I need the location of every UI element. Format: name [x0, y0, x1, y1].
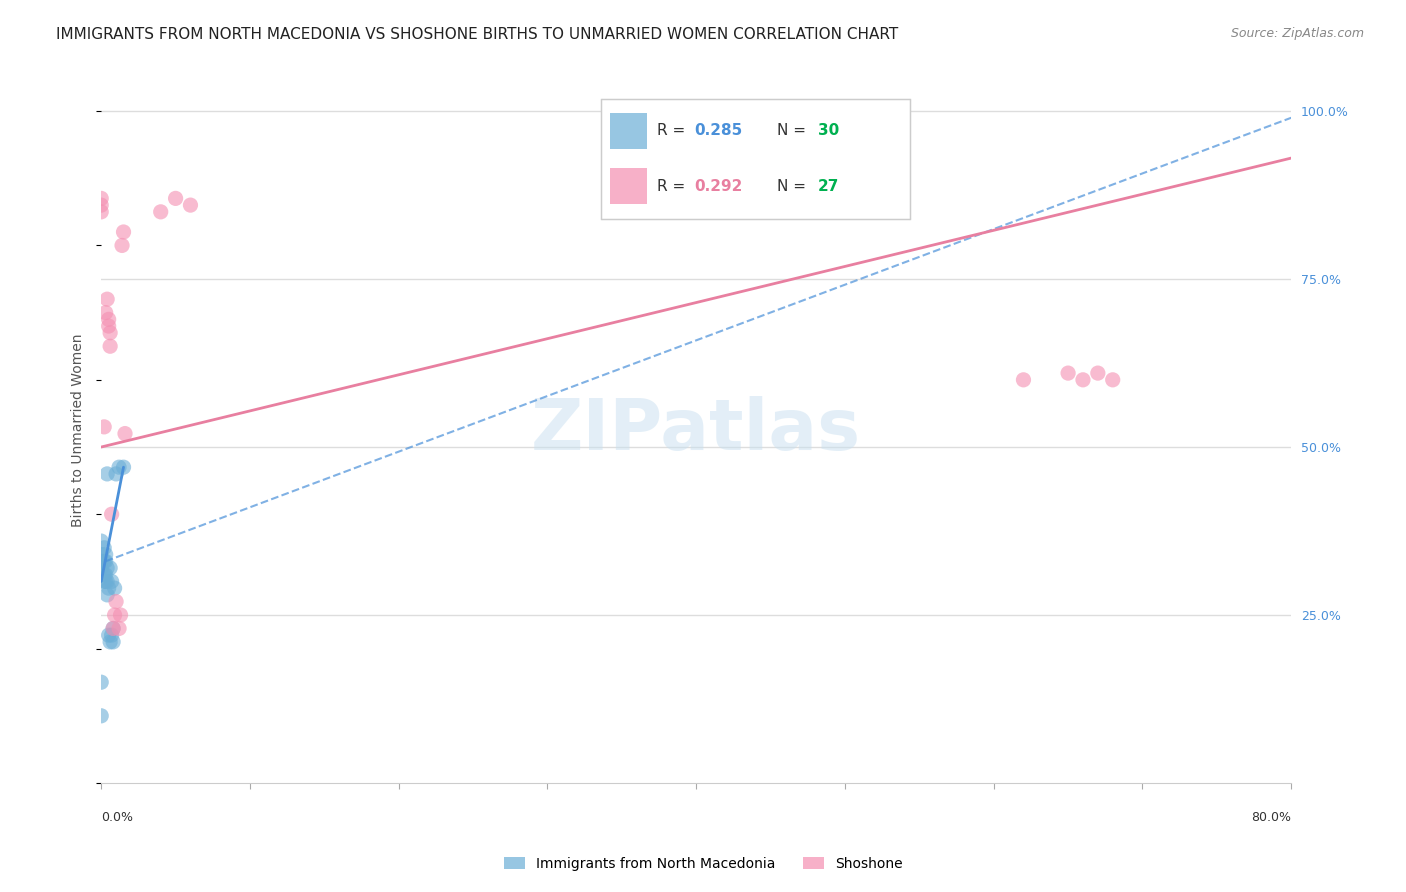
Point [149, 204, 172, 219]
Point [94, 554, 117, 568]
Point [90, 561, 112, 575]
Point [94, 574, 117, 589]
Y-axis label: Births to Unmarried Women: Births to Unmarried Women [72, 334, 86, 527]
Point [90, 534, 112, 549]
Text: Source: ZipAtlas.com: Source: ZipAtlas.com [1230, 27, 1364, 40]
Text: IMMIGRANTS FROM NORTH MACEDONIA VS SHOSHONE BIRTHS TO UNMARRIED WOMEN CORRELATIO: IMMIGRANTS FROM NORTH MACEDONIA VS SHOSH… [56, 27, 898, 42]
Point [98, 561, 121, 575]
Text: ZIPatlas: ZIPatlas [531, 396, 862, 465]
Point [100, 507, 122, 521]
Point [111, 238, 134, 252]
Point [93, 420, 115, 434]
Point [97, 312, 120, 326]
Point [90, 204, 112, 219]
Point [104, 581, 127, 595]
Point [96, 561, 118, 575]
Point [105, 467, 128, 481]
Point [114, 426, 136, 441]
Point [96, 292, 118, 306]
Point [110, 607, 132, 622]
Point [104, 607, 127, 622]
Point [108, 622, 131, 636]
Point [101, 622, 124, 636]
Point [112, 225, 135, 239]
Point [96, 588, 118, 602]
Point [108, 460, 131, 475]
Point [1087, 366, 1109, 380]
Point [98, 326, 121, 340]
Point [94, 567, 117, 582]
Legend: Immigrants from North Macedonia, Shoshone: Immigrants from North Macedonia, Shoshon… [498, 851, 908, 876]
Point [1012, 373, 1035, 387]
Point [97, 581, 120, 595]
Point [94, 305, 117, 319]
Point [93, 554, 115, 568]
Point [100, 574, 122, 589]
Text: 0.0%: 0.0% [101, 811, 134, 824]
Point [90, 548, 112, 562]
Point [96, 574, 118, 589]
Point [105, 594, 128, 608]
Point [1057, 366, 1080, 380]
Point [93, 541, 115, 555]
Point [90, 191, 112, 205]
Text: 80.0%: 80.0% [1251, 811, 1291, 824]
Point [100, 628, 122, 642]
Point [112, 460, 135, 475]
Point [96, 467, 118, 481]
Point [101, 622, 124, 636]
Point [98, 635, 121, 649]
Point [98, 339, 121, 353]
Point [101, 635, 124, 649]
Point [90, 554, 112, 568]
Point [94, 548, 117, 562]
Point [93, 567, 115, 582]
Point [90, 708, 112, 723]
Point [97, 628, 120, 642]
Point [90, 198, 112, 212]
Point [1071, 373, 1094, 387]
Point [179, 198, 201, 212]
Point [97, 319, 120, 334]
Point [93, 574, 115, 589]
Point [165, 191, 187, 205]
Point [1101, 373, 1123, 387]
Point [90, 675, 112, 690]
